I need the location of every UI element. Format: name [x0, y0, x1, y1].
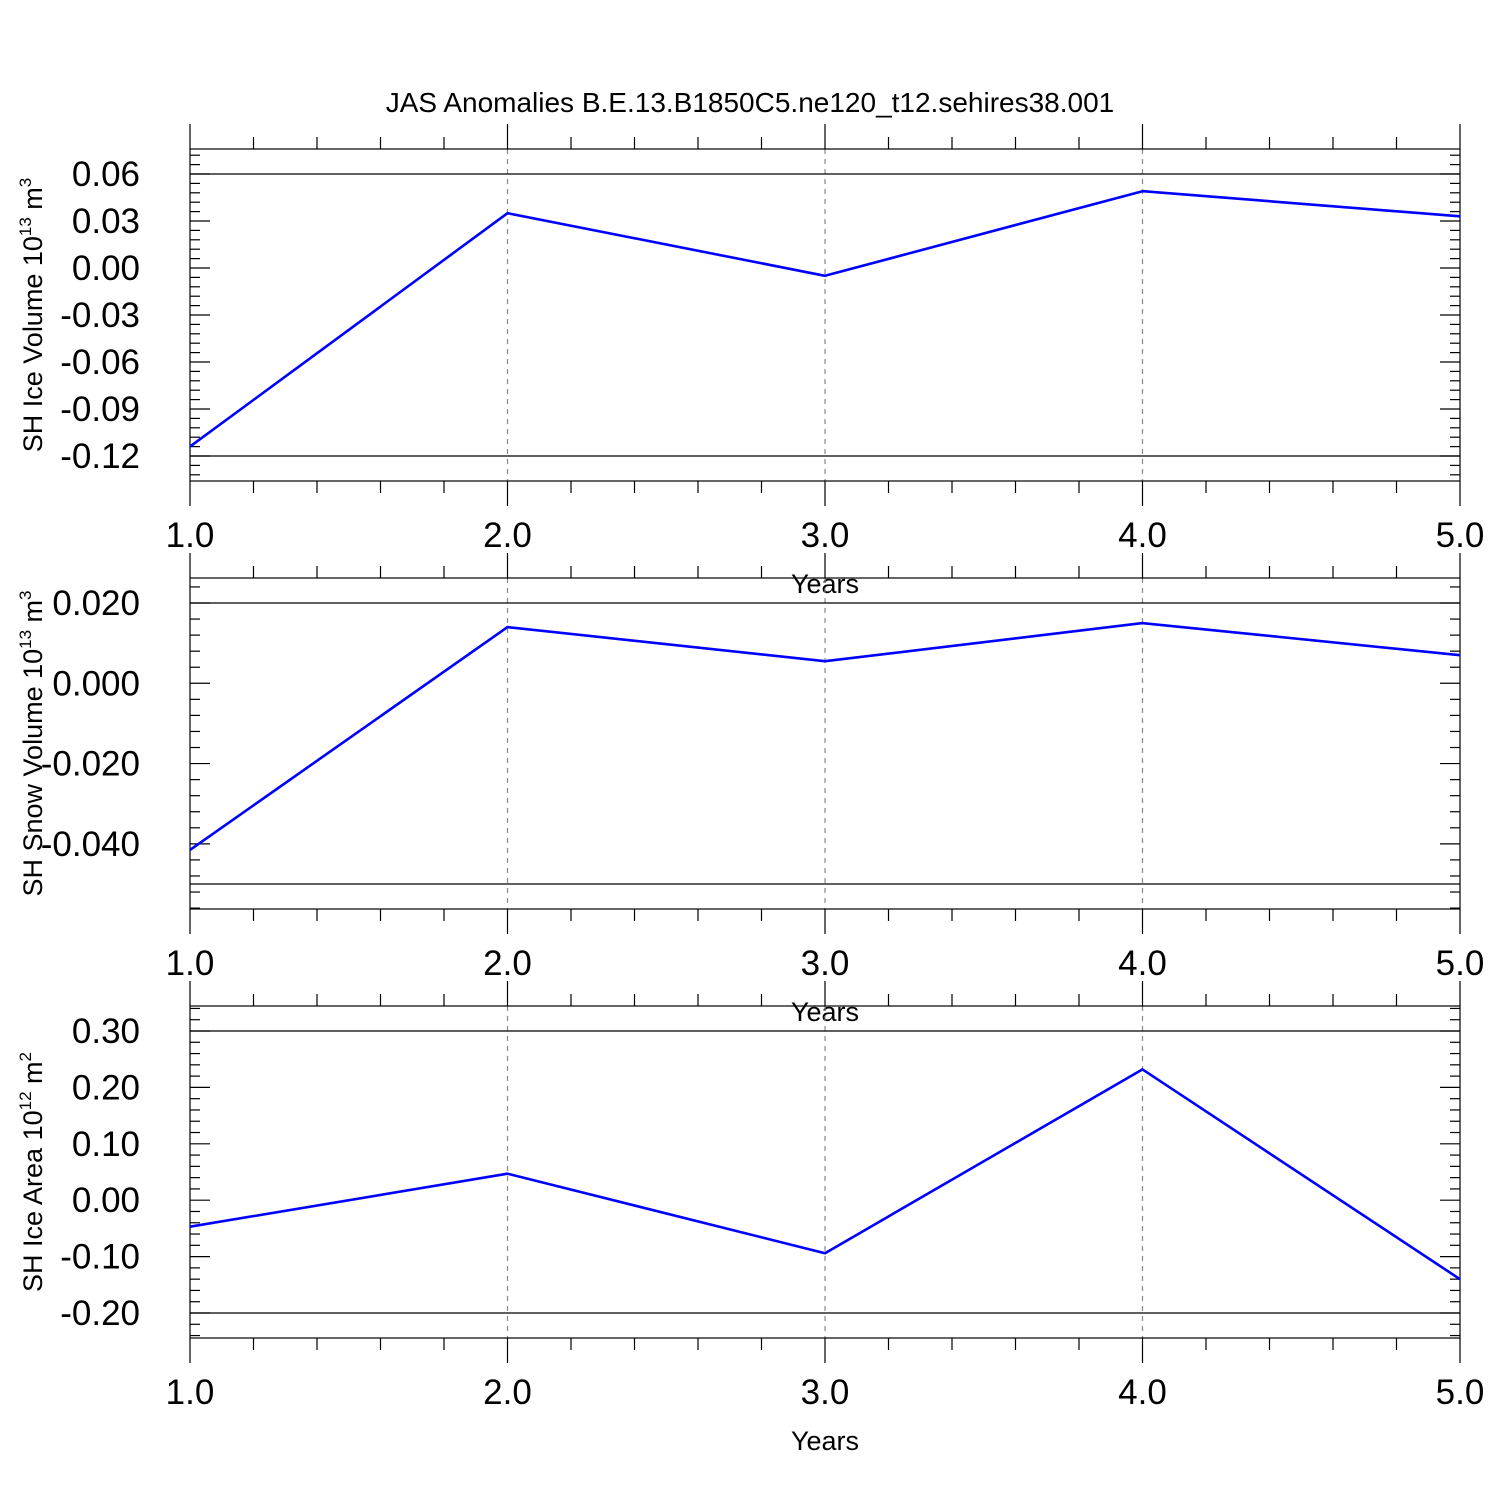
y-tick-label: 0.000 [52, 664, 140, 703]
panel-1: 1.0 2.0 3.0 4.0 5.0 0.06 0.03 0.00 -0.03 -0.06 -0.… [16, 124, 1484, 599]
y-tick-label: 0.20 [72, 1068, 140, 1107]
panel-3: 1.0 2.0 3.0 4.0 5.0 0.30 0.20 0.10 0.00 -0.10 -0.2… [16, 981, 1484, 1456]
figure-title: JAS Anomalies B.E.13.B1850C5.ne120_t12.s… [386, 87, 1115, 118]
y-tick-label: 0.020 [52, 584, 140, 623]
x-tick-label: 5.0 [1436, 516, 1485, 555]
series-line [189, 1068, 1461, 1281]
x-tick-label: 4.0 [1118, 516, 1167, 555]
x-tick-label: 1.0 [166, 944, 215, 983]
y-tick-label: 0.00 [72, 1181, 140, 1220]
x-tick-label: 1.0 [166, 1373, 215, 1412]
y-tick-label: 0.06 [72, 155, 140, 194]
y-axis-label: SH Ice Volume 1013 m3 [16, 178, 48, 453]
series-line [189, 621, 1461, 851]
x-tick-label: 2.0 [483, 1373, 532, 1412]
x-tick-label: 1.0 [166, 516, 215, 555]
x-tick-label: 5.0 [1436, 944, 1485, 983]
y-tick-label: -0.12 [60, 437, 140, 476]
x-tick-label: 3.0 [801, 1373, 850, 1412]
y-tick-label: -0.06 [60, 343, 140, 382]
y-tick-label: 0.10 [72, 1125, 140, 1164]
y-tick-label: 0.03 [72, 202, 140, 241]
panel-2: 1.0 2.0 3.0 4.0 5.00.0200.000-0.020-0.040Yea… [16, 553, 1484, 1027]
x-tick-label: 3.0 [801, 516, 850, 555]
y-tick-label: 0.00 [72, 249, 140, 288]
y-tick-label: -0.10 [60, 1238, 140, 1277]
y-tick-label: 0.30 [72, 1012, 140, 1051]
y-axis-label: SH Ice Area 1012 m2 [16, 1052, 48, 1292]
y-tick-label: -0.09 [60, 390, 140, 429]
x-tick-label: 5.0 [1436, 1373, 1485, 1412]
chart-panels: 1.0 2.0 3.0 4.0 5.0 0.06 0.03 0.00 -0.03 -0.06 -0.… [16, 124, 1484, 1456]
x-tick-label: 4.0 [1118, 944, 1167, 983]
x-tick-label: 2.0 [483, 516, 532, 555]
y-tick-label: -0.20 [60, 1294, 140, 1333]
y-tick-label: -0.03 [60, 296, 140, 335]
series-line [189, 189, 1461, 448]
y-tick-label: -0.020 [41, 745, 140, 784]
x-tick-label: 3.0 [801, 944, 850, 983]
x-tick-label: 4.0 [1118, 1373, 1167, 1412]
x-axis-label: Years [791, 1426, 859, 1456]
y-axis-label: SH Snow Volume 1013 m3 [16, 590, 48, 896]
x-tick-label: 2.0 [483, 944, 532, 983]
y-tick-label: -0.040 [41, 825, 140, 864]
